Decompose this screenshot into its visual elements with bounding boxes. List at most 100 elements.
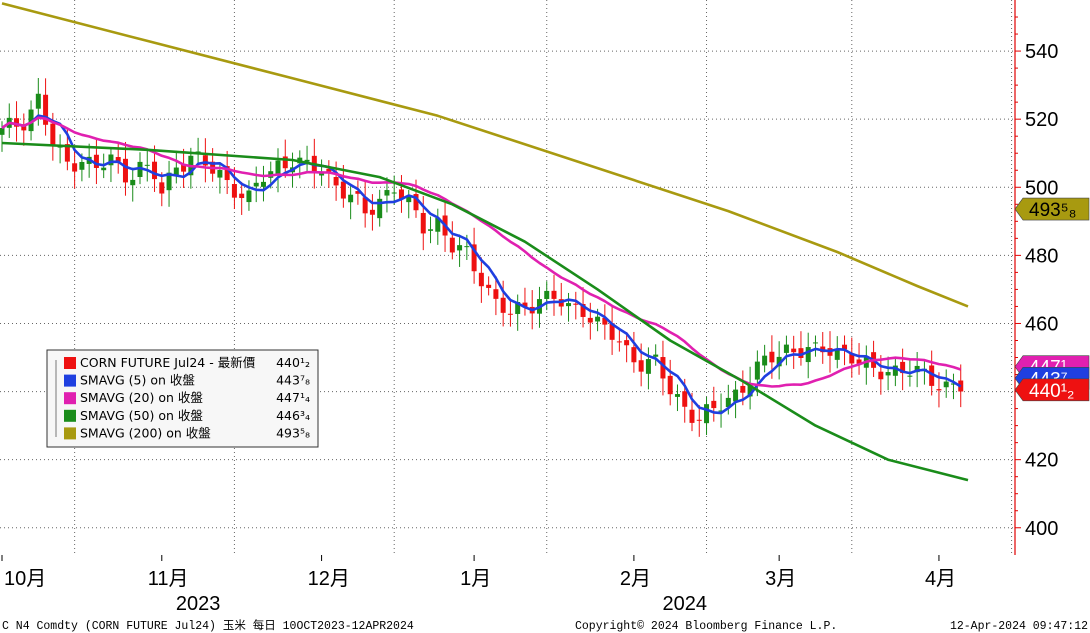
- candle-body: [181, 164, 187, 172]
- candle-body: [595, 316, 601, 322]
- candle-body: [217, 170, 223, 178]
- candle-body: [587, 317, 593, 323]
- candle-body: [943, 381, 949, 388]
- candle-body: [202, 155, 208, 166]
- candle-body: [776, 356, 782, 367]
- candle-body: [435, 217, 441, 232]
- candle-body: [369, 209, 375, 215]
- legend-label: CORN FUTURE Jul24 - 最新價: [80, 355, 256, 370]
- candle-body: [377, 198, 383, 219]
- candle-body: [805, 347, 811, 363]
- candle-body: [137, 161, 143, 177]
- candle-body: [457, 245, 463, 251]
- candle-body: [0, 128, 5, 135]
- candle-body: [950, 383, 956, 385]
- candle-body: [21, 126, 27, 131]
- candle-body: [696, 419, 702, 421]
- legend-value: 447¹₄: [276, 390, 310, 405]
- candle-body: [631, 347, 637, 363]
- candle-body: [79, 161, 85, 170]
- series-line: [1, 116, 962, 388]
- footer-ticker: C N4 Comdty (CORN FUTURE Jul24) 玉米 每日 10…: [2, 618, 414, 633]
- candle-body: [130, 179, 136, 186]
- x-month-label: 4月: [925, 568, 956, 590]
- candle-body: [428, 229, 434, 231]
- legend-label: SMAVG (5) on 收盤: [80, 373, 195, 388]
- candle-body: [239, 193, 245, 199]
- y-tick-label: 480: [1025, 245, 1058, 267]
- candle-body: [195, 151, 201, 153]
- candle-body: [551, 290, 557, 299]
- candle-body: [398, 189, 404, 200]
- candle-body: [231, 183, 237, 198]
- price-tag: [1014, 197, 1090, 221]
- legend-swatch: [64, 374, 76, 387]
- price-axis: 400420440460480500520540: [1014, 0, 1058, 555]
- candle-body: [849, 353, 855, 364]
- candle-body: [842, 344, 848, 350]
- candle-body: [28, 109, 34, 132]
- x-month-label: 12月: [308, 568, 350, 590]
- legend-value: 493⁵₈: [276, 425, 310, 440]
- legend-label: SMAVG (50) on 收盤: [80, 408, 203, 423]
- candle-body: [500, 297, 506, 313]
- footer-timestamp: 12-Apr-2024 09:47:12: [950, 620, 1088, 633]
- candle-body: [493, 289, 499, 299]
- candle-body: [159, 182, 165, 194]
- x-year-label: 2023: [176, 593, 221, 615]
- candle-body: [783, 344, 789, 353]
- candle-body: [900, 361, 906, 374]
- candle-body: [391, 192, 397, 194]
- candle-body: [725, 397, 731, 407]
- candle-body: [936, 389, 942, 391]
- candle-body: [326, 168, 332, 174]
- candle-body: [515, 301, 521, 314]
- date-axis: 10月 11月 12月 1月 2月 3月 4月 2023 2024: [1, 555, 956, 615]
- candle-body: [762, 355, 768, 366]
- legend-swatch: [64, 427, 76, 440]
- candle-body: [580, 303, 586, 317]
- legend-label: SMAVG (200) on 收盤: [80, 425, 211, 440]
- footer-copyright: Copyright© 2024 Bloomberg Finance L.P.: [575, 620, 837, 633]
- candle-body: [115, 157, 121, 162]
- candles: [0, 78, 964, 437]
- candle-body: [384, 190, 390, 196]
- legend-swatch: [64, 357, 76, 369]
- candle-body: [122, 158, 128, 183]
- candle-body: [260, 181, 266, 187]
- chart-grid: [0, 0, 1015, 555]
- candle-body: [333, 177, 339, 186]
- candle-body: [704, 404, 710, 424]
- candle-body: [602, 317, 608, 325]
- candle-body: [653, 354, 659, 357]
- series-line: [1, 2, 969, 308]
- y-tick-label: 540: [1025, 41, 1058, 63]
- candle-body: [72, 163, 78, 172]
- candle-body: [645, 359, 651, 374]
- candle-body: [566, 303, 572, 307]
- candle-body: [253, 182, 259, 187]
- candle-body: [420, 212, 426, 234]
- candle-body: [348, 194, 354, 203]
- price-tag: [1014, 378, 1090, 402]
- candle-body: [740, 385, 746, 393]
- candle-body: [362, 197, 368, 214]
- candle-body: [856, 359, 862, 364]
- candle-body: [747, 383, 753, 397]
- candle-body: [64, 144, 70, 162]
- price-tag-label: 440¹₂: [1029, 381, 1074, 402]
- candle-body: [413, 194, 419, 211]
- candle-body: [682, 391, 688, 407]
- candle-body: [108, 154, 114, 166]
- candle-body: [929, 365, 935, 386]
- price-tags: 493⁵₈447¹₄443⁷₈440¹₂: [1014, 197, 1090, 402]
- candle-body: [718, 410, 724, 412]
- y-tick-label: 420: [1025, 450, 1058, 472]
- series-line: [1, 114, 962, 415]
- x-month-label: 1月: [460, 568, 491, 590]
- series-line: [1, 141, 969, 482]
- candle-body: [711, 400, 717, 409]
- candle-body: [522, 302, 528, 308]
- candle-body: [43, 94, 49, 125]
- candle-body: [449, 237, 455, 253]
